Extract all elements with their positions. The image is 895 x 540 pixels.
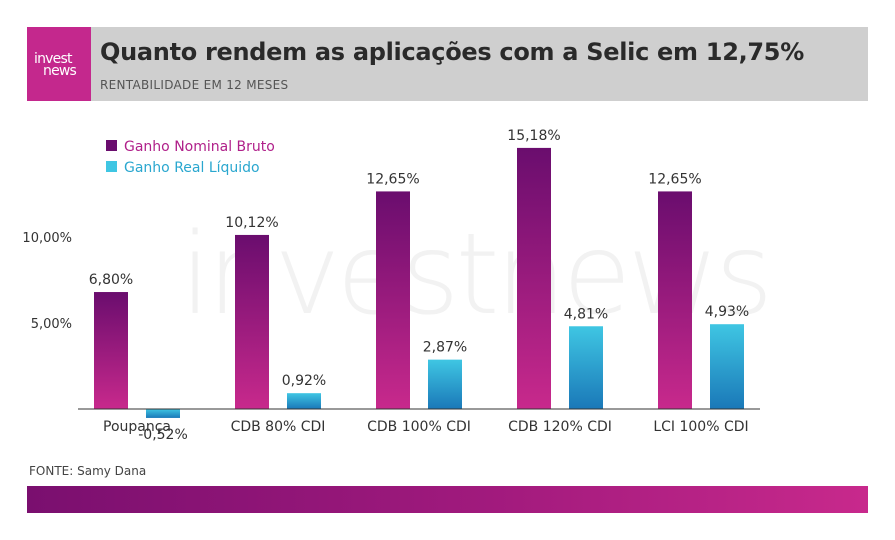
logo-text-top: invest bbox=[34, 51, 73, 67]
legend-label: Ganho Nominal Bruto bbox=[124, 139, 275, 155]
bar-nominal bbox=[235, 234, 269, 409]
y-axis: 5,00% 10,00% bbox=[22, 231, 72, 332]
bar-nominal bbox=[658, 191, 692, 409]
legend-swatch bbox=[106, 161, 117, 172]
page-title: Quanto rendem as aplicações com a Selic … bbox=[100, 38, 804, 66]
footer-band bbox=[27, 486, 868, 513]
data-label: 0,92% bbox=[282, 373, 326, 389]
data-label: 12,65% bbox=[366, 171, 419, 187]
bar-real bbox=[287, 393, 321, 409]
bar-nominal bbox=[517, 147, 551, 410]
data-label: 2,87% bbox=[423, 340, 467, 356]
chart-legend: Ganho Nominal Bruto Ganho Real Líquido bbox=[106, 139, 275, 176]
data-label: 12,65% bbox=[648, 171, 701, 187]
legend-label: Ganho Real Líquido bbox=[124, 160, 260, 176]
data-label: -0,52% bbox=[138, 427, 188, 443]
data-label: 4,93% bbox=[705, 304, 749, 320]
x-tick-label: CDB 100% CDI bbox=[367, 419, 471, 435]
logo-text-bottom: news bbox=[43, 63, 77, 79]
page-subtitle: RENTABILIDADE EM 12 MESES bbox=[100, 78, 289, 92]
x-tick-label: CDB 120% CDI bbox=[508, 419, 612, 435]
investnews-logo: invest news bbox=[27, 27, 91, 101]
bar-real bbox=[428, 359, 462, 409]
bar-real bbox=[569, 326, 603, 409]
bar-real bbox=[146, 409, 180, 418]
logo-mark: invest news bbox=[34, 51, 77, 79]
x-tick-label: LCI 100% CDI bbox=[653, 419, 748, 435]
bars: 6,80% 10,12% 12,65% 15,18% 12,65% -0,52% 0,92%… bbox=[89, 128, 749, 443]
header-band bbox=[27, 27, 868, 101]
legend-swatch bbox=[106, 140, 117, 151]
bar-nominal bbox=[94, 292, 128, 409]
y-tick-label: 5,00% bbox=[31, 317, 72, 332]
bar-real bbox=[710, 324, 744, 409]
data-label: 6,80% bbox=[89, 272, 133, 288]
y-tick-label: 10,00% bbox=[22, 231, 72, 246]
data-label: 4,81% bbox=[564, 306, 608, 322]
x-axis: Poupança CDB 80% CDI CDB 100% CDI CDB 120% … bbox=[103, 419, 749, 435]
data-label: 15,18% bbox=[507, 128, 560, 144]
bar-nominal bbox=[376, 191, 410, 409]
source-note: FONTE: Samy Dana bbox=[29, 464, 147, 478]
data-label: 10,12% bbox=[225, 215, 278, 231]
x-tick-label: Poupança bbox=[103, 419, 171, 435]
x-tick-label: CDB 80% CDI bbox=[231, 419, 326, 435]
